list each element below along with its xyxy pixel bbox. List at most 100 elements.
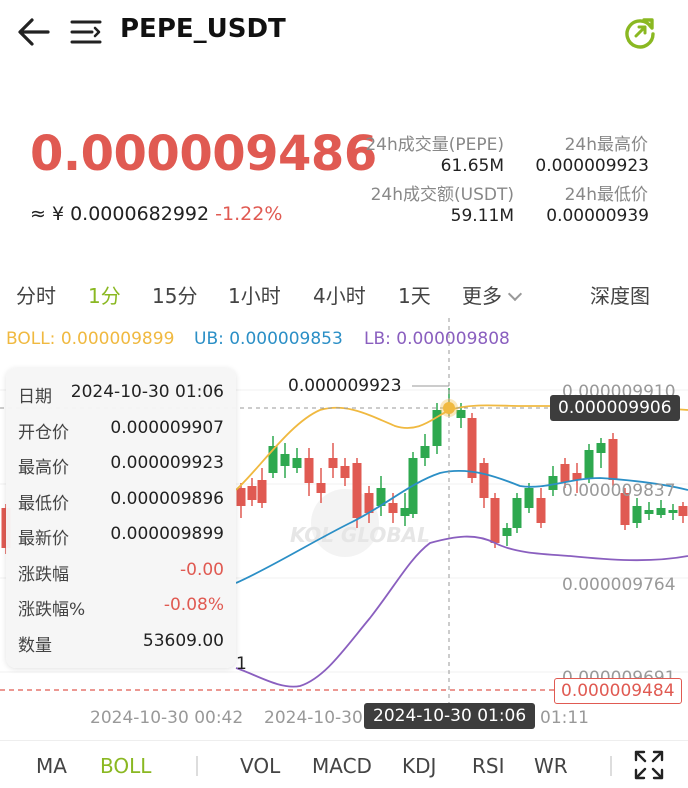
axis-price-mid: 0.000009837 bbox=[562, 481, 676, 501]
tooltip-key: 数量 bbox=[18, 635, 52, 656]
indicator-kdj[interactable]: KDJ bbox=[402, 754, 437, 778]
candle-body bbox=[328, 458, 338, 468]
vol-value: 61.65M bbox=[440, 156, 504, 176]
amount-value: 59.11M bbox=[450, 206, 514, 226]
indicator-boll[interactable]: BOLL bbox=[100, 754, 152, 778]
candle-body bbox=[678, 506, 688, 516]
tooltip-row: 日期 2024-10-30 01:06 bbox=[18, 382, 224, 407]
crosshair-time-tag: 2024-10-30 01:06 bbox=[364, 703, 536, 729]
candle-body bbox=[364, 493, 374, 513]
tab-4h[interactable]: 4小时 bbox=[313, 284, 366, 308]
candle-body bbox=[292, 458, 302, 468]
boll-value: BOLL: 0.000009899 bbox=[6, 329, 175, 349]
tab-1h[interactable]: 1小时 bbox=[228, 284, 281, 308]
time-label-1: 2024-10-30 00:42 bbox=[90, 708, 244, 728]
fullscreen-icon[interactable] bbox=[632, 748, 666, 782]
candle-body bbox=[376, 488, 386, 506]
chart-left-digit: 1 bbox=[236, 654, 247, 674]
tab-more-label: 更多 bbox=[462, 284, 502, 308]
current-price-tag: 0.000009484 bbox=[554, 678, 682, 704]
candle-body bbox=[572, 473, 582, 480]
tooltip-row: 最新价 0.000009899 bbox=[18, 524, 224, 549]
time-label-2: 2024-10-30 bbox=[264, 708, 363, 728]
tab-timeline[interactable]: 分时 bbox=[16, 284, 56, 308]
axis-price-low: 0.000009764 bbox=[562, 575, 676, 595]
candle-body bbox=[620, 493, 630, 525]
candle-body bbox=[632, 506, 642, 523]
tooltip-key: 涨跌幅% bbox=[18, 600, 86, 620]
candle-body bbox=[560, 464, 570, 482]
tooltip-value: -0.08% bbox=[163, 595, 224, 615]
candle-body bbox=[352, 463, 362, 518]
candle-body bbox=[432, 410, 442, 446]
candle-body bbox=[644, 510, 654, 514]
tab-depth[interactable]: 深度图 bbox=[590, 284, 650, 308]
tab-15m[interactable]: 15分 bbox=[152, 284, 198, 308]
back-arrow-icon[interactable] bbox=[14, 12, 54, 52]
tooltip-key: 涨跌幅 bbox=[18, 564, 69, 585]
cny-value: 0.0000682992 bbox=[70, 203, 210, 225]
candle-body bbox=[608, 439, 618, 480]
tooltip-key: 最低价 bbox=[18, 493, 69, 514]
refresh-icon[interactable] bbox=[620, 12, 660, 52]
tooltip-key: 最新价 bbox=[18, 529, 69, 549]
tooltip-row: 最低价 0.000009896 bbox=[18, 488, 224, 514]
crosshair-dot bbox=[443, 402, 455, 414]
tooltip-key: 日期 bbox=[18, 387, 52, 407]
indicator-ma[interactable]: MA bbox=[36, 754, 67, 778]
candle-body bbox=[596, 443, 606, 453]
tooltip-value: 2024-10-30 01:06 bbox=[70, 382, 224, 402]
tab-1d[interactable]: 1天 bbox=[398, 284, 431, 308]
candle-body bbox=[236, 488, 246, 506]
candle-body bbox=[467, 418, 477, 478]
lb-value: LB: 0.000009808 bbox=[364, 329, 510, 349]
menu-icon[interactable] bbox=[68, 14, 104, 50]
crosshair-price-tag: 0.000009906 bbox=[550, 395, 680, 421]
separator bbox=[196, 756, 198, 776]
tooltip-value: 0.000009907 bbox=[110, 417, 224, 438]
low-value: 0.00000939 bbox=[546, 206, 649, 226]
candle-body bbox=[479, 463, 489, 498]
candle-body bbox=[536, 498, 546, 523]
candle-body bbox=[456, 410, 466, 418]
tab-more[interactable]: 更多 bbox=[462, 280, 523, 309]
high-value: 0.000009923 bbox=[535, 156, 649, 176]
indicator-rsi[interactable]: RSI bbox=[472, 754, 505, 778]
indicator-wr[interactable]: WR bbox=[534, 754, 568, 778]
candle-body bbox=[268, 446, 278, 473]
candle-body bbox=[548, 476, 558, 490]
candle-body bbox=[490, 498, 500, 543]
high-label: 24h最高价 bbox=[564, 135, 648, 155]
tooltip-row: 最高价 0.000009923 bbox=[18, 453, 224, 478]
pair-title[interactable]: PEPE_USDT bbox=[120, 14, 286, 44]
candle-body bbox=[668, 510, 678, 513]
change-percent: -1.22% bbox=[215, 203, 283, 225]
candle-tooltip: 日期 2024-10-30 01:06 开仓价 0.000009907 最高价 0.000… bbox=[6, 368, 236, 668]
lb-line bbox=[235, 535, 688, 688]
candle-body bbox=[340, 466, 350, 478]
cny-price-line: ≈ ¥ 0.0000682992 -1.22% bbox=[30, 203, 282, 225]
tab-1m[interactable]: 1分 bbox=[88, 284, 121, 308]
amount-label: 24h成交额(USDT) bbox=[370, 185, 514, 205]
tooltip-value: -0.00 bbox=[180, 559, 224, 580]
indicator-vol[interactable]: VOL bbox=[240, 754, 281, 778]
tooltip-row: 涨跌幅% -0.08% bbox=[18, 595, 224, 620]
candle-body bbox=[400, 508, 410, 516]
candle-body bbox=[656, 508, 666, 515]
indicator-macd[interactable]: MACD bbox=[312, 754, 372, 778]
tooltip-value: 0.000009923 bbox=[110, 453, 224, 473]
candle-body bbox=[502, 528, 512, 536]
candle-body bbox=[316, 483, 326, 493]
candle-body bbox=[280, 454, 290, 466]
kline-chart[interactable]: KOL GLOBAL bbox=[0, 318, 688, 738]
tooltip-value: 0.000009896 bbox=[110, 488, 224, 509]
ub-line bbox=[235, 469, 688, 584]
low-label: 24h最低价 bbox=[564, 185, 648, 205]
chevron-down-icon bbox=[507, 286, 523, 302]
candle-body bbox=[304, 458, 314, 483]
bottom-divider bbox=[0, 740, 688, 741]
tooltip-value: 0.000009899 bbox=[110, 524, 224, 544]
candle-body bbox=[388, 503, 398, 513]
last-price: 0.000009486 bbox=[30, 126, 377, 182]
vol-label: 24h成交量(PEPE) bbox=[365, 135, 504, 155]
